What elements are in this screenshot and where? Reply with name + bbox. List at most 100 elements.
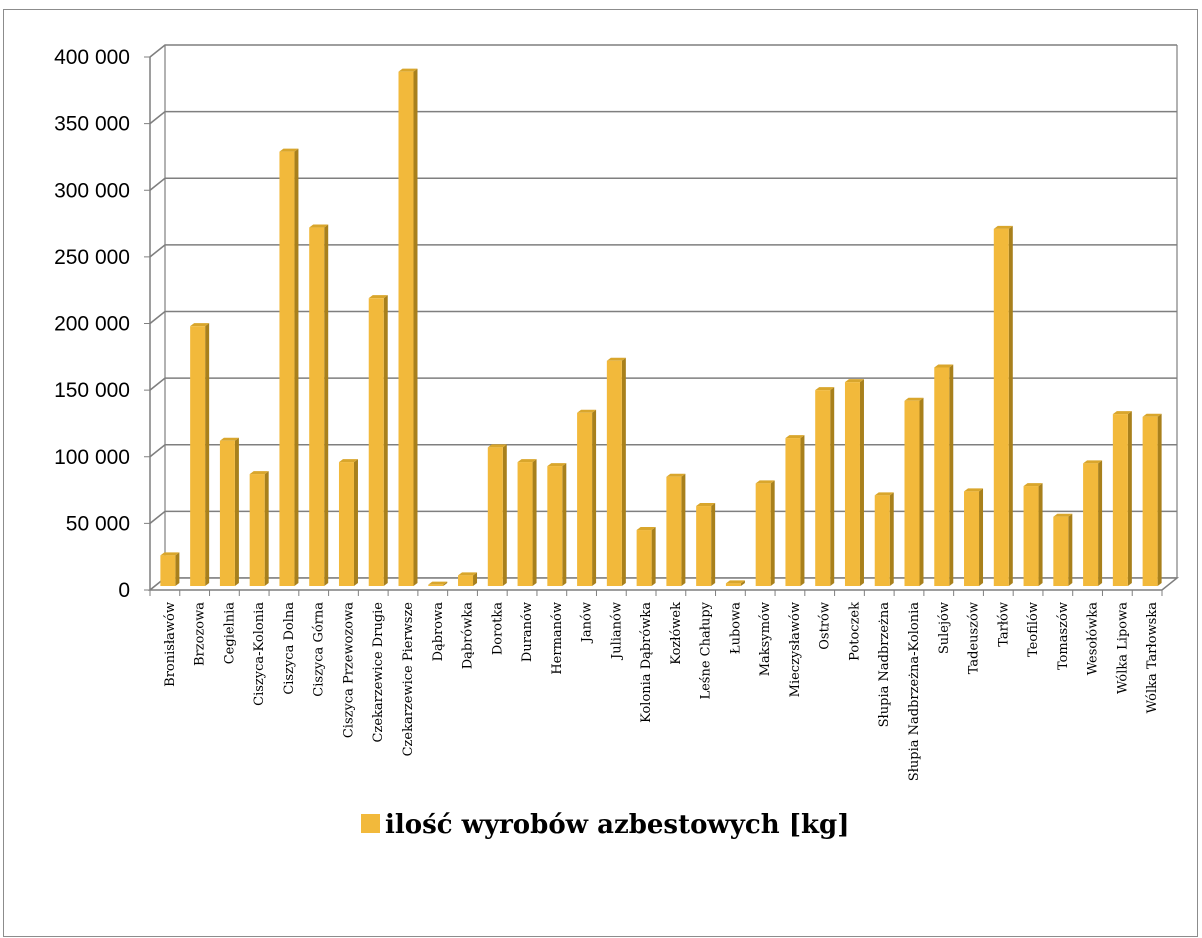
bar-top	[904, 397, 924, 401]
bar	[428, 581, 448, 586]
x-tick-label: Wólka Tarłowska	[1145, 602, 1160, 714]
bar-front	[160, 555, 176, 586]
bar-side	[651, 527, 656, 586]
bar-front	[1112, 414, 1128, 586]
bar	[636, 527, 656, 586]
bar-top	[577, 409, 597, 413]
bar	[249, 471, 269, 586]
bar-front	[1053, 516, 1069, 586]
bar-side	[532, 459, 537, 586]
bar-top	[606, 357, 626, 361]
bar	[874, 492, 894, 586]
bar-side	[413, 68, 418, 587]
bar-side	[443, 581, 448, 586]
bar-front	[696, 506, 712, 586]
bar	[1023, 483, 1043, 586]
bar	[725, 580, 745, 586]
x-tick-label: Tomaszów	[1056, 602, 1071, 670]
bar-top	[1053, 513, 1073, 517]
x-tick-label: Teofilów	[1026, 602, 1041, 657]
bar-top	[725, 580, 745, 584]
bar	[755, 480, 775, 586]
bar	[338, 459, 358, 586]
bar-front	[1142, 416, 1158, 586]
x-tick-label: Cegielnia	[222, 602, 237, 665]
bar	[398, 68, 418, 587]
bar-side	[1008, 225, 1013, 586]
x-tick-label: Słupia Nadbrzeżna-Kolonia	[907, 602, 922, 781]
bar	[219, 437, 239, 586]
bar-top	[636, 527, 656, 531]
bar-front	[338, 462, 354, 586]
bar-front	[368, 298, 384, 586]
x-tick-label: Mieczysławów	[788, 602, 803, 697]
x-tick-label: Dąbrówka	[461, 602, 476, 670]
bar-side	[502, 444, 507, 586]
bar-side	[205, 323, 210, 586]
x-tick-label: Hermanów	[550, 602, 565, 675]
bar-front	[666, 476, 682, 586]
bar	[666, 473, 686, 586]
x-tick-label: Tarłów	[996, 602, 1011, 647]
bar-top	[1112, 411, 1132, 415]
bar-front	[547, 466, 563, 586]
bar-side	[264, 471, 269, 586]
bar-side	[770, 480, 775, 586]
bar	[458, 572, 478, 586]
bar-front	[815, 390, 831, 586]
bar	[517, 459, 537, 586]
bar-front	[487, 447, 503, 586]
bar-top	[219, 437, 239, 441]
bar-front	[219, 440, 235, 586]
x-axis-floor	[147, 577, 1180, 591]
legend-swatch	[361, 814, 380, 833]
x-tick-label: Łubowa	[728, 602, 743, 654]
bar-top	[844, 379, 864, 383]
bar-side	[621, 357, 626, 586]
bar-side	[383, 295, 388, 586]
bar-front	[993, 228, 1009, 586]
bar-side	[234, 437, 239, 586]
x-tick-label: Ciszyca Górna	[312, 602, 327, 697]
bar-top	[993, 225, 1013, 229]
bar-side	[1157, 413, 1162, 586]
bar	[606, 357, 626, 586]
bar-top	[666, 473, 686, 477]
bar	[964, 488, 984, 586]
bar	[993, 225, 1013, 586]
bar	[279, 148, 299, 587]
bar-top	[338, 459, 358, 463]
x-axis-ticks: Bronisławów Brzozowa Cegielnia Ciszyca-Kolo…	[163, 601, 1160, 781]
bar-top	[398, 68, 418, 72]
bar-side	[979, 488, 984, 586]
x-tick-label: Brzozowa	[193, 602, 208, 666]
bar-side	[740, 580, 745, 586]
bar	[487, 444, 507, 586]
bar-front	[606, 360, 622, 586]
x-tick-label: Potoczek	[847, 602, 862, 661]
bar-side	[175, 552, 180, 586]
bar	[815, 387, 835, 586]
bar-top	[815, 387, 835, 391]
bar-side	[681, 473, 686, 586]
bar-top	[160, 552, 180, 556]
bar-top	[785, 435, 805, 439]
bar-top	[368, 295, 388, 299]
bar-top	[1083, 460, 1103, 464]
bar-top	[309, 224, 329, 228]
bar	[1053, 513, 1073, 586]
x-tick-label: Kozłówek	[669, 602, 684, 665]
x-tick-label: Ciszyca Dolna	[282, 602, 297, 695]
x-tick-label: Ciszyca Przewozowa	[341, 602, 356, 738]
bar-front	[458, 575, 474, 586]
bar-side	[592, 409, 597, 586]
legend: ilość wyrobów azbestowych [kg]	[361, 810, 850, 840]
x-tick-label: Janów	[580, 602, 595, 644]
bar	[309, 224, 329, 586]
x-tick-label: Czekarzewice Pierwsze	[401, 602, 416, 757]
bar	[1083, 460, 1103, 586]
bar	[844, 379, 864, 586]
y-tick-label: 350 000	[54, 113, 130, 136]
y-tick-label: 300 000	[54, 179, 130, 202]
